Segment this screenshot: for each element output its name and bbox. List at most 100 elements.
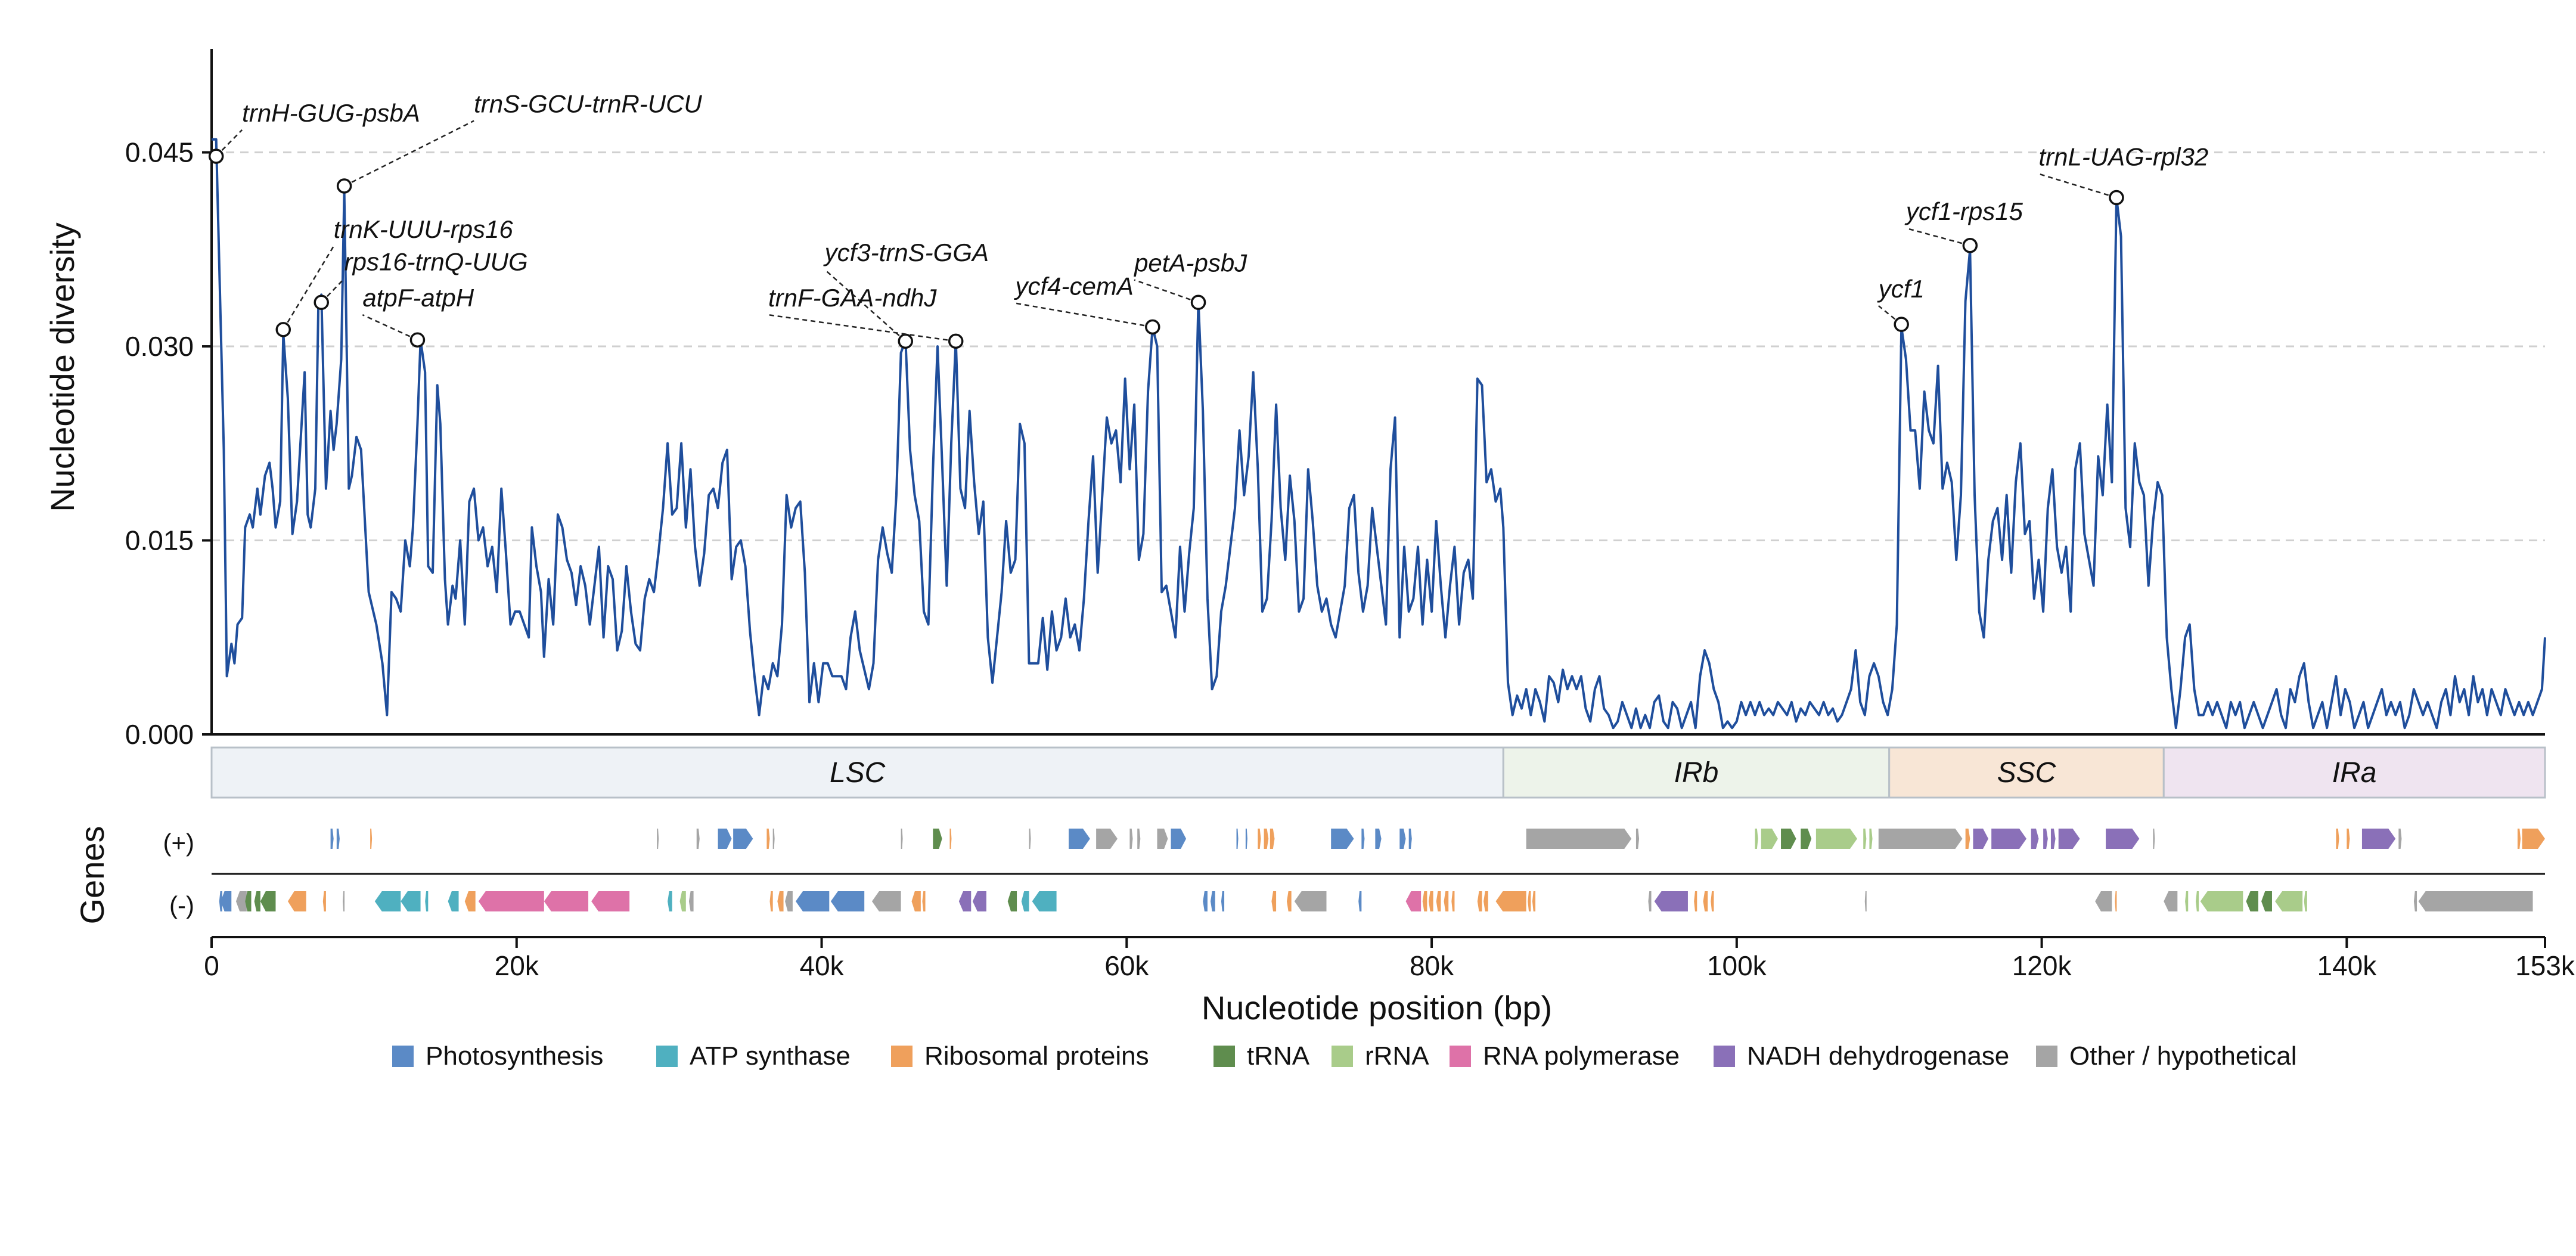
y-tick-label: 0.045 — [125, 137, 194, 168]
x-tick-label: 100k — [1707, 950, 1767, 981]
legend-label: Photosynthesis — [426, 1041, 603, 1071]
region-label: IRb — [1674, 757, 1719, 789]
gene-plus — [2031, 829, 2039, 849]
x-tick-label: 120k — [2012, 950, 2072, 981]
gene-plus — [2361, 829, 2396, 849]
gene-plus — [1264, 829, 1269, 849]
gene-plus — [1965, 829, 1970, 849]
gene-minus — [1703, 891, 1708, 911]
gene-minus — [2095, 891, 2112, 911]
region-box — [1502, 746, 1891, 799]
gene-minus — [1203, 891, 1208, 911]
gene-minus — [1428, 891, 1433, 911]
gene-plus — [1869, 829, 1873, 849]
gene-minus — [260, 891, 276, 911]
gene-minus — [425, 891, 429, 911]
legend-swatch — [656, 1046, 678, 1067]
gene-minus — [2185, 891, 2189, 911]
gene-plus — [933, 829, 942, 849]
gene-minus — [2413, 891, 2417, 911]
gene-minus — [871, 891, 901, 911]
gene-minus — [1528, 891, 1531, 911]
region-box — [210, 746, 1504, 799]
annotation-leader — [1015, 302, 1153, 328]
gene-plus — [1399, 829, 1406, 849]
diversity-line-layer — [212, 138, 2546, 730]
gene-plus — [1801, 829, 1812, 849]
gene-minus — [1405, 891, 1422, 911]
region-label: SSC — [1997, 757, 2056, 789]
gene-minus — [374, 891, 401, 911]
gene-plus — [2336, 829, 2339, 849]
peak-marker — [314, 294, 329, 311]
legend-label: NADH dehydrogenase — [1747, 1041, 2009, 1071]
gene-minus — [478, 891, 544, 911]
gene-plus — [2398, 829, 2402, 849]
gene-minus — [1444, 891, 1449, 911]
peak-marker — [898, 333, 914, 349]
annotation-leader — [215, 129, 243, 157]
legend-swatch — [891, 1046, 913, 1067]
annotation-label: ycf1-rps15 — [1904, 197, 2023, 225]
gene-track — [212, 829, 2545, 938]
gene-plus — [1096, 829, 1118, 849]
y-axis-title: Nucleotide diversity — [44, 222, 81, 512]
legend: Photosynthesis ATP synthase Ribosomal prot… — [392, 1041, 2297, 1071]
legend-label: ATP synthase — [690, 1041, 851, 1071]
gene-minus — [1694, 891, 1697, 911]
gene-plus — [2058, 829, 2080, 849]
gene-plus — [2522, 829, 2545, 849]
gene-plus — [1331, 829, 1354, 849]
peak-marker — [1145, 319, 1160, 335]
gene-plus — [718, 829, 732, 849]
x-tick-label: 40k — [799, 950, 844, 981]
gene-minus — [2115, 891, 2117, 911]
legend-swatch — [1213, 1046, 1235, 1067]
legend-label: Ribosomal proteins — [924, 1041, 1149, 1071]
annotation-label: ycf4-cemA — [1014, 272, 1134, 300]
legend-label: Other / hypothetical — [2069, 1041, 2297, 1071]
annotation-leader — [321, 278, 345, 303]
y-tick-label: 0.000 — [125, 719, 194, 750]
annotation-leader — [2038, 173, 2117, 199]
gene-plus — [696, 829, 700, 849]
gene-minus — [1654, 891, 1688, 911]
x-tick-label: 140k — [2317, 950, 2377, 981]
gene-minus — [668, 891, 672, 911]
gene-minus — [1021, 891, 1029, 911]
x-axis-title: Nucleotide position (bp) — [1202, 989, 1552, 1026]
gene-plus — [1171, 829, 1187, 849]
genes-track-label: Genes — [73, 826, 111, 925]
gene-plus — [2106, 829, 2140, 849]
gene-plus — [336, 829, 340, 849]
gene-minus — [1211, 891, 1215, 911]
gene-minus — [1483, 891, 1488, 911]
gene-minus — [679, 891, 686, 911]
gene-minus — [322, 891, 326, 911]
gene-plus — [1991, 829, 2026, 849]
gene-plus — [733, 829, 753, 849]
gene-plus — [766, 829, 770, 849]
peak-marker — [208, 148, 224, 164]
gene-minus — [2164, 891, 2178, 911]
gene-minus — [1358, 891, 1362, 911]
peak-marker — [1962, 238, 1978, 253]
gene-minus — [1007, 891, 1017, 911]
plus-strand-label: (+) — [163, 829, 195, 857]
gene-minus — [245, 891, 252, 911]
gene-minus — [254, 891, 260, 911]
gene-minus — [1286, 891, 1292, 911]
annotation-label: trnK-UUU-rps16 — [334, 215, 514, 243]
gene-plus — [1129, 829, 1133, 849]
gene-minus — [830, 891, 865, 911]
gene-minus — [785, 891, 793, 911]
gene-minus — [1294, 891, 1327, 911]
axes: 0.000 0.015 0.030 0.045 0 20k 40k 60k 80k 100k 120… — [125, 49, 2575, 981]
gene-minus — [221, 891, 232, 911]
x-tick-label: 153k — [2515, 950, 2575, 981]
gene-plus — [1815, 829, 1857, 849]
gene-minus — [911, 891, 921, 911]
peak-marker — [2109, 190, 2124, 206]
gene-plus — [1526, 829, 1632, 849]
legend-label: rRNA — [1365, 1041, 1429, 1071]
